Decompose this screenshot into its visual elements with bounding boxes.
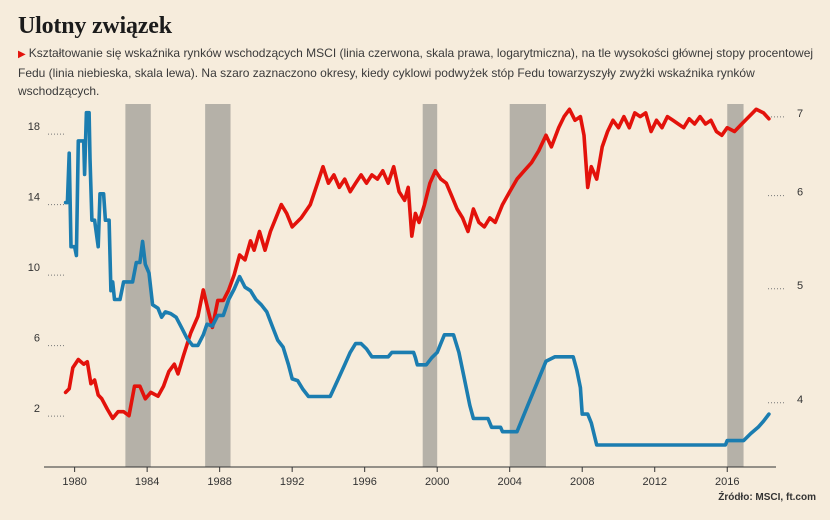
x-tick-label: 2000: [425, 476, 449, 488]
left-tick-label: 6: [34, 333, 40, 345]
right-tick-label: 4: [797, 394, 803, 406]
shaded-period-3: [509, 104, 546, 467]
x-tick-label: 2012: [642, 476, 666, 488]
x-tick-label: 2004: [497, 476, 521, 488]
left-tick-label: 18: [28, 121, 40, 133]
chart-subtitle: ▶ Kształtowanie się wskaźnika rynków wsch…: [18, 44, 818, 100]
left-tick-label: 10: [28, 262, 40, 274]
x-tick-label: 1984: [135, 476, 159, 488]
right-tick-label: 5: [797, 280, 803, 292]
subtitle-text: Kształtowanie się wskaźnika rynków wscho…: [18, 46, 814, 98]
left-tick-label: 14: [28, 192, 40, 204]
source-note: Źródło: MSCI, ft.com: [718, 492, 816, 503]
shaded-period-2: [422, 104, 438, 467]
bullet-icon: ▶: [18, 49, 26, 60]
chart-title: Ulotny związek: [18, 13, 172, 39]
msci-series-line: [63, 107, 771, 421]
x-tick-label: 1980: [62, 476, 86, 488]
x-tick-label: 1988: [207, 476, 231, 488]
shaded-period-4: [727, 104, 744, 467]
x-tick-label: 1992: [280, 476, 304, 488]
x-tick-label: 2016: [715, 476, 739, 488]
fed-rate-series-line: [63, 110, 771, 447]
right-tick-label: 6: [797, 187, 803, 199]
left-tick-label: 2: [34, 403, 40, 415]
x-tick-label: 2008: [570, 476, 594, 488]
shaded-period-1: [205, 104, 231, 467]
x-tick-label: 1996: [352, 476, 376, 488]
right-tick-label: 7: [797, 108, 803, 120]
